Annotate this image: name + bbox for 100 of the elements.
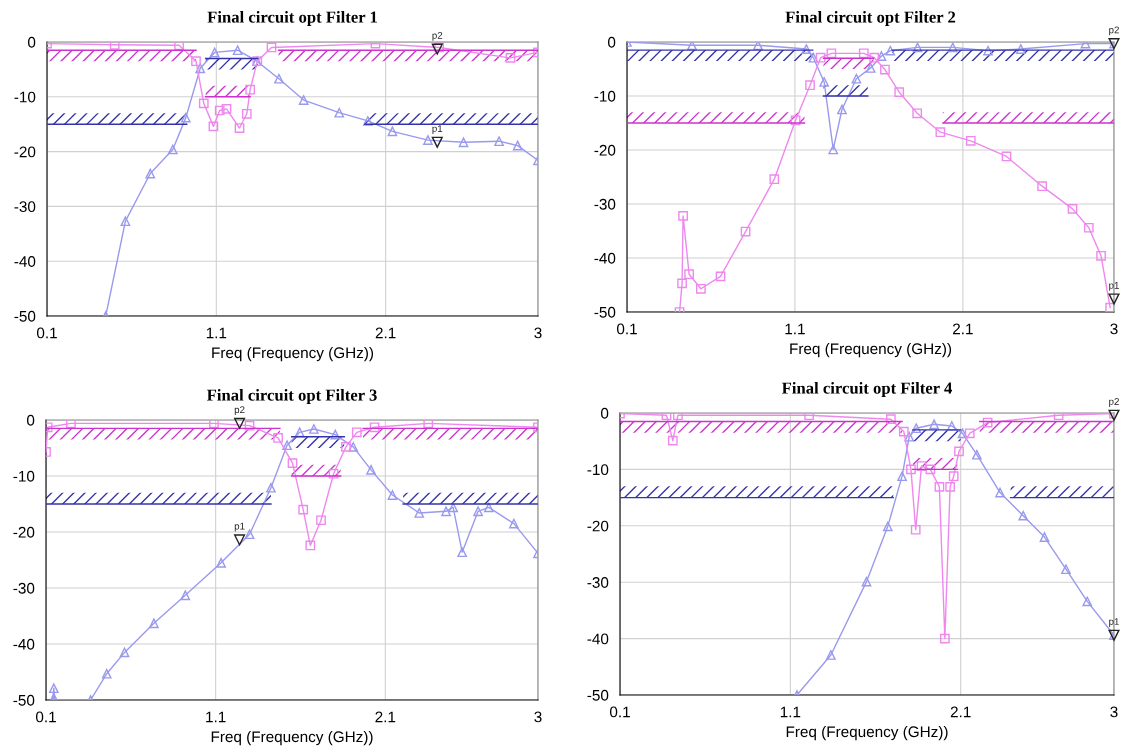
- point: [898, 426, 909, 437]
- point: [241, 108, 252, 119]
- point: [912, 42, 923, 53]
- point: [869, 52, 880, 63]
- point: [266, 42, 277, 53]
- point: [678, 211, 688, 221]
- point: [965, 135, 976, 146]
- x-tick-label: 3: [534, 327, 542, 339]
- point: [805, 80, 815, 91]
- point: [696, 283, 706, 294]
- x-tick-label: 2.1: [375, 327, 396, 339]
- point: [209, 47, 220, 58]
- point: [245, 84, 256, 95]
- x-tick-label: 1.1: [785, 323, 805, 335]
- point: [414, 508, 425, 518]
- point: [362, 116, 373, 126]
- point: [216, 557, 226, 568]
- point: [509, 518, 519, 529]
- x-tick-label: 0.1: [35, 711, 56, 723]
- y-tick-label: -10: [594, 90, 616, 102]
- point: [195, 63, 206, 74]
- y-tick-label: -10: [13, 470, 35, 482]
- point: [387, 490, 398, 500]
- x-axis-title: Freq (Frequency (GHz)): [786, 725, 948, 741]
- x-tick-label: 0.1: [36, 327, 57, 339]
- point: [925, 464, 936, 475]
- point: [180, 112, 191, 123]
- point: [1001, 151, 1012, 162]
- point: [316, 515, 326, 526]
- y-tick-label: -20: [594, 144, 616, 156]
- point: [149, 618, 159, 629]
- point: [244, 420, 255, 431]
- point: [882, 521, 893, 532]
- point: [232, 45, 243, 56]
- point: [851, 73, 862, 84]
- point: [826, 48, 837, 59]
- point: [348, 442, 359, 452]
- point: [214, 105, 225, 116]
- point: [677, 278, 687, 289]
- point: [287, 458, 298, 468]
- annotation: p1: [432, 125, 443, 134]
- point: [341, 442, 351, 452]
- point: [661, 413, 672, 421]
- point: [885, 414, 896, 425]
- point: [947, 42, 958, 53]
- point: [939, 633, 950, 644]
- point: [423, 135, 433, 145]
- y-tick-label: -30: [594, 198, 616, 210]
- y-tick-label: -10: [14, 91, 36, 103]
- point: [801, 44, 812, 54]
- x-tick-label: 2.1: [950, 706, 971, 718]
- y-tick-label: -50: [13, 694, 35, 706]
- point: [1105, 302, 1114, 312]
- point: [1096, 250, 1106, 261]
- x-axis-title: Freq (Frequency (GHz)): [790, 342, 952, 358]
- point: [687, 42, 697, 51]
- y-tick-label: -20: [13, 526, 35, 538]
- point: [946, 421, 957, 431]
- point: [512, 140, 523, 151]
- point: [972, 449, 982, 460]
- annotation: p2: [432, 31, 443, 41]
- point: [244, 529, 255, 540]
- point: [328, 468, 339, 479]
- point: [473, 506, 483, 517]
- x-axis-title: Freq (Frequency (GHz)): [211, 730, 373, 746]
- point: [305, 540, 316, 551]
- point: [145, 168, 156, 179]
- point: [494, 136, 504, 147]
- point: [274, 73, 284, 84]
- point: [740, 226, 751, 237]
- y-tick-label: -10: [587, 464, 609, 476]
- point: [673, 413, 683, 421]
- point: [334, 107, 345, 118]
- point: [815, 52, 826, 63]
- point: [294, 427, 305, 438]
- x-tick-label: 2.1: [953, 323, 973, 335]
- point: [880, 64, 890, 75]
- point: [369, 422, 380, 433]
- point: [982, 417, 993, 428]
- point: [769, 174, 780, 185]
- point: [1067, 203, 1078, 214]
- point: [109, 42, 120, 50]
- point: [505, 53, 516, 63]
- point: [904, 431, 915, 442]
- x-tick-label: 1.1: [206, 327, 227, 339]
- point: [366, 464, 376, 475]
- point: [910, 524, 921, 535]
- point: [441, 506, 451, 517]
- point: [865, 63, 876, 73]
- point: [298, 95, 309, 105]
- x-tick-label: 1.1: [206, 711, 226, 723]
- point: [266, 482, 276, 493]
- point: [1082, 596, 1093, 607]
- point: [897, 471, 907, 482]
- point: [837, 104, 847, 115]
- point: [828, 144, 839, 155]
- point: [1015, 44, 1026, 54]
- point: [1039, 532, 1050, 542]
- x-tick-label: 3: [1110, 706, 1118, 718]
- chart-title: Final circuit opt Filter 4: [781, 381, 953, 398]
